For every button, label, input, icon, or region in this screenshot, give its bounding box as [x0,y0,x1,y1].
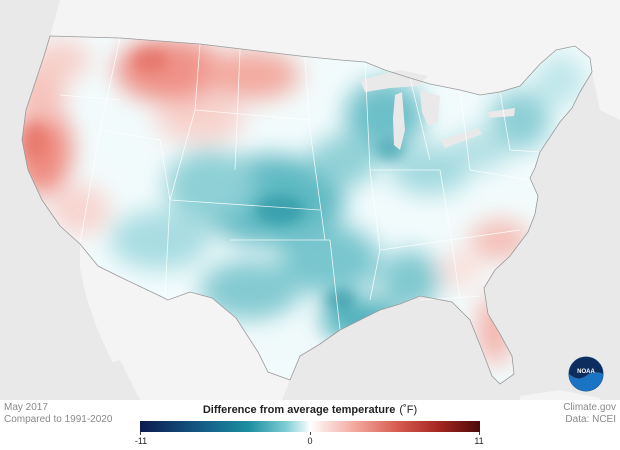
map-info-right: Climate.gov Data: NCEI [563,402,616,426]
noaa-logo-text: NOAA [577,369,595,375]
state-borders [59,37,541,331]
temperature-anomaly-map [21,0,620,400]
lake-erie [440,128,482,148]
legend-mid-label: 0 [307,436,313,446]
legend-title-text: Difference from average temperature [202,404,396,416]
legend-min-label: -11 [134,436,148,446]
source-label: Climate.gov [563,402,616,413]
legend-color-bar [140,421,480,432]
map-info-left: May 2017 Compared to 1991-2020 [4,402,112,426]
legend-tick-mid [310,432,311,435]
cuba-land [520,390,600,400]
mexico-land [98,266,290,400]
lake-superior [360,70,428,92]
lake-ontario [488,108,515,118]
legend-max-label: 11 [474,436,484,446]
noaa-logo-icon: NOAA [568,356,604,392]
baseline-period: Compared to 1991-2020 [4,414,113,425]
legend-units: (˚F) [399,404,418,416]
legend-tick-max [479,432,480,435]
legend-title: Difference from average temperature (˚F) [140,404,480,416]
baja-peninsula [80,244,120,362]
map-area: NOAA [0,0,620,400]
lake-huron [420,90,440,126]
legend-tick-min [140,432,141,435]
data-credit: Data: NCEI [565,414,616,425]
lake-michigan [393,92,405,150]
map-date: May 2017 [4,402,48,413]
canada-land [50,0,620,120]
